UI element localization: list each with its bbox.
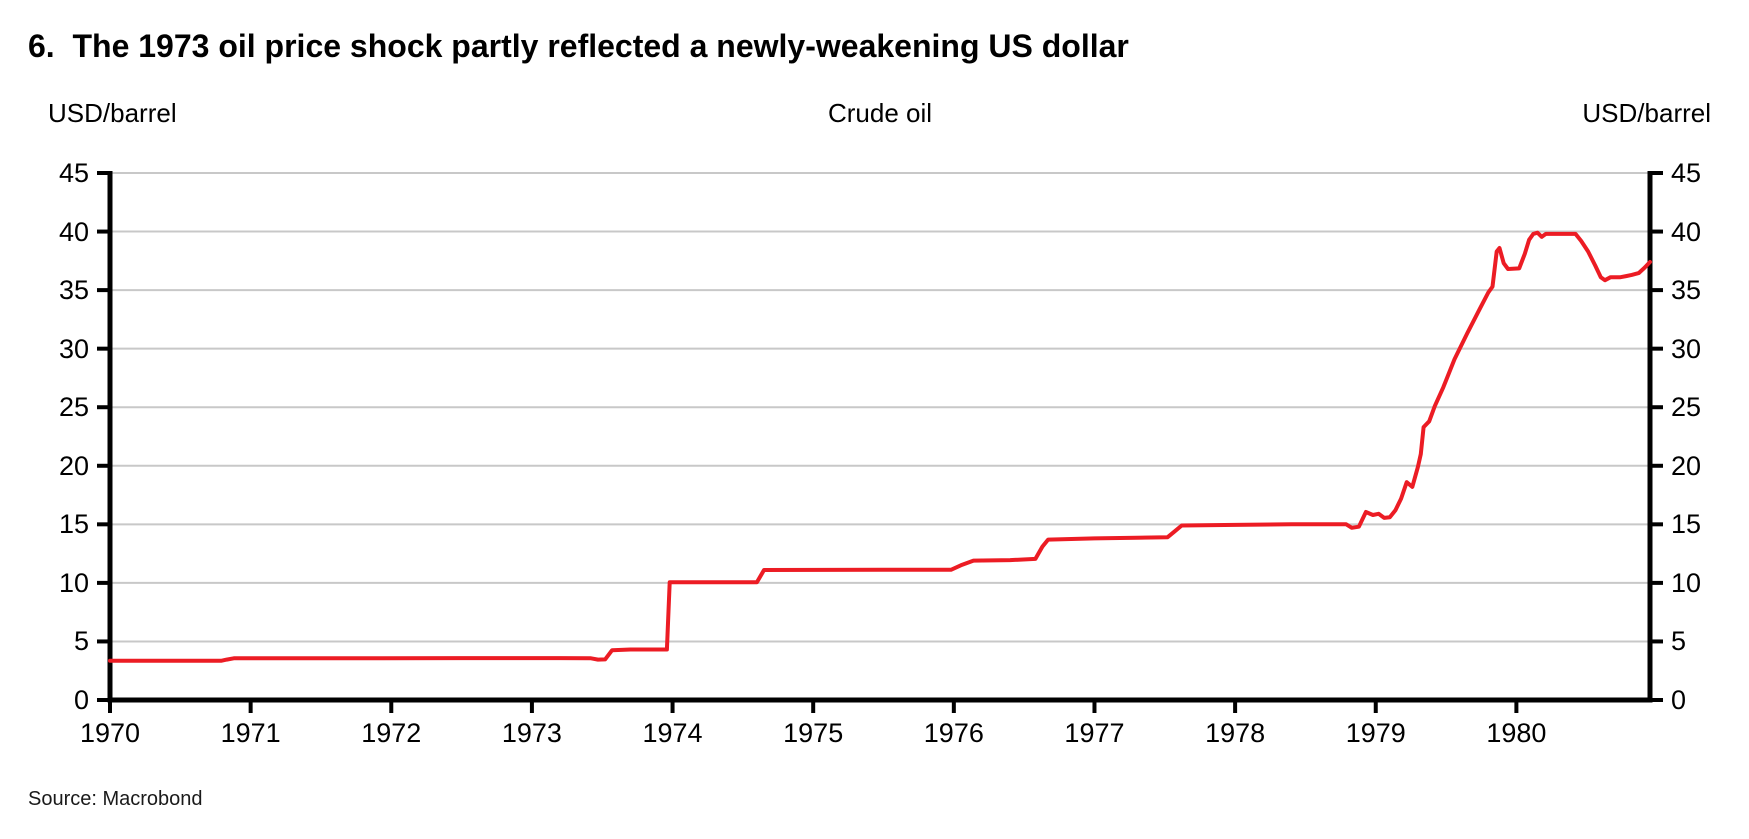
y-tick-label-right: 15 (1671, 509, 1702, 540)
right-axis-unit-label: USD/barrel (1582, 98, 1711, 128)
x-tick-label: 1980 (1486, 718, 1547, 748)
x-tick-label: 1972 (361, 718, 422, 748)
y-tick-label-left: 25 (58, 392, 89, 423)
y-tick-label-left: 5 (73, 626, 89, 657)
x-tick-label: 1975 (783, 718, 844, 748)
x-tick-label: 1971 (220, 718, 281, 748)
y-tick-label-left: 15 (58, 509, 89, 540)
crude-oil-price-line (108, 230, 1652, 663)
x-tick-label: 1979 (1345, 718, 1406, 748)
chart-title: 6. The 1973 oil price shock partly refle… (28, 28, 1129, 64)
y-tick-label-left: 40 (58, 216, 89, 247)
y-tick-label-right: 35 (1671, 275, 1702, 306)
y-tick-label-left: 30 (58, 333, 89, 364)
x-tick-label: 1976 (923, 718, 984, 748)
x-tick-label: 1977 (1064, 718, 1125, 748)
y-tick-label-left: 10 (58, 567, 89, 598)
y-tick-label-left: 45 (58, 158, 89, 188)
y-tick-label-right: 25 (1671, 392, 1702, 423)
y-tick-label-left: 35 (58, 275, 89, 306)
x-tick-label: 1978 (1205, 718, 1266, 748)
x-tick-label: 1974 (642, 718, 703, 748)
x-tick-label: 1973 (501, 718, 562, 748)
x-tick-label: 1970 (79, 718, 141, 748)
y-tick-label-right: 10 (1671, 567, 1702, 598)
left-axis-unit-label: USD/barrel (48, 98, 177, 128)
chart-subtitle: Crude oil (827, 98, 933, 128)
y-tick-label-right: 40 (1671, 216, 1702, 247)
y-tick-label-left: 0 (73, 685, 89, 715)
y-tick-label-right: 0 (1671, 685, 1687, 715)
y-tick-label-right: 20 (1671, 450, 1702, 481)
y-tick-label-right: 30 (1671, 333, 1702, 364)
y-tick-label-right: 45 (1671, 158, 1702, 188)
y-tick-label-right: 5 (1671, 626, 1687, 657)
y-tick-label-left: 20 (58, 450, 89, 481)
source-note: Source: Macrobond (28, 788, 203, 810)
